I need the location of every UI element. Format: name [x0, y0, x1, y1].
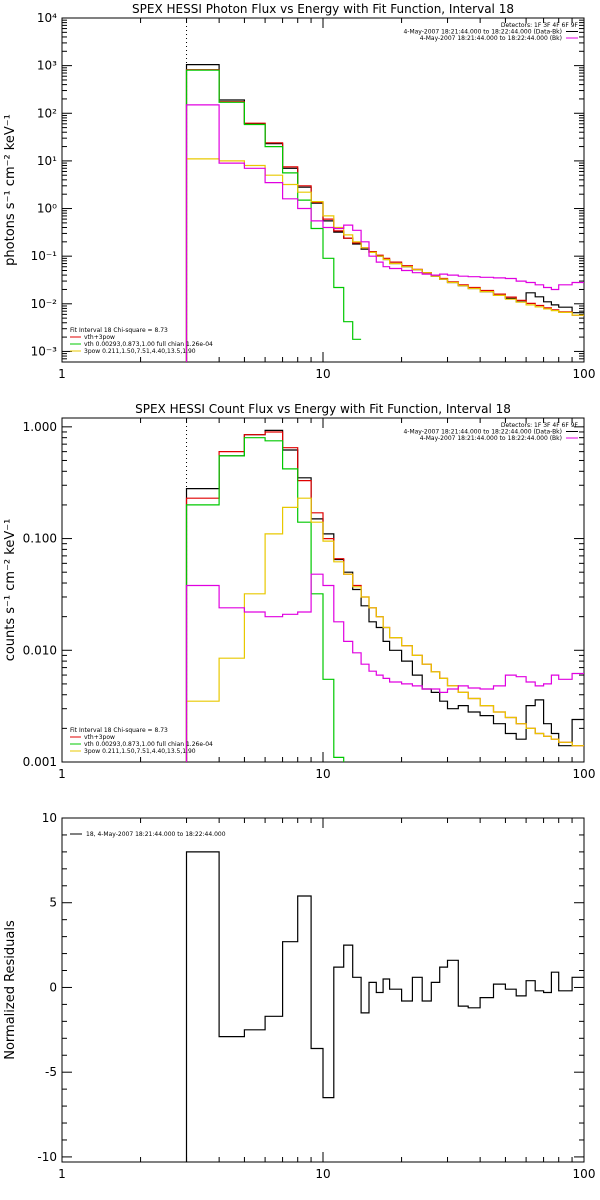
y-tick-label: 5 [49, 896, 57, 910]
x-tick-label: 1 [58, 1167, 66, 1181]
y-tick-label: 0.010 [23, 643, 57, 657]
fit-legend-text: 3pow 0.211,1.50,7.51,4.40,13.5,1.90 [84, 748, 196, 755]
y-tick-label: 10⁻¹ [31, 249, 58, 263]
fit-legend-text: vth 0.00293,0.873,1.00 full chian 1.26e-… [84, 341, 213, 348]
y-tick-label: 10⁻² [31, 297, 58, 311]
y-tick-label: 0.001 [23, 755, 57, 769]
series-line-1 [185, 429, 584, 762]
panel-3: 1 10 100 -10 -5 0 5 10 Normalized Residuals 18, 4… [3, 811, 595, 1181]
x-tick-label: 100 [573, 1167, 596, 1181]
y-tick-label: 10 [42, 811, 57, 825]
x-tick-label: 1 [58, 367, 66, 381]
y-tick-label: -10 [37, 1150, 57, 1164]
legend-text: 4-May-2007 18:21:44.000 to 18:22:44.000 … [403, 29, 562, 36]
series-line-4 [185, 158, 584, 362]
panel-2: SPEX HESSI Count Flux vs Energy with Fit… [3, 402, 595, 781]
panel-1: SPEX HESSI Photon Flux vs Energy with Fi… [3, 2, 595, 381]
fit-legend-text: vth 0.00293,0.873,1.00 full chian 1.26e-… [84, 741, 213, 748]
legend-text: 4-May-2007 18:21:44.000 to 18:22:44.000 … [420, 35, 562, 42]
plot-frame [61, 417, 585, 763]
series-line-2 [185, 69, 584, 362]
y-tick-label: 10² [37, 106, 57, 120]
y-tick-label: 10⁰ [37, 202, 57, 216]
y-tick-label: -5 [45, 1065, 57, 1079]
chart-title: SPEX HESSI Photon Flux vs Energy with Fi… [132, 2, 514, 16]
residual-legend-text: 18, 4-May-2007 18:21:44.000 to 18:22:44.… [86, 831, 226, 838]
series-line-4 [185, 497, 584, 762]
y-axis-label: photons s⁻¹ cm⁻² keV⁻¹ [3, 114, 18, 266]
y-axis-label: Normalized Residuals [3, 920, 18, 1060]
x-tick-label: 10 [315, 1167, 330, 1181]
legend-text: Detectors: 1F 3F 4F 6F 9F [501, 422, 579, 429]
series-line-3 [185, 437, 345, 762]
y-tick-label: 0 [49, 980, 57, 994]
y-tick-label: 10⁴ [37, 11, 57, 25]
y-tick-label: 10⁻³ [31, 344, 58, 358]
y-tick-label: 10¹ [37, 154, 57, 168]
fit-legend-text: vth+3pow [84, 334, 115, 341]
series-line-1 [185, 851, 584, 1162]
series-line-5 [185, 104, 584, 362]
plot-frame [61, 17, 585, 363]
x-tick-label: 1 [58, 767, 66, 781]
series-line-2 [185, 431, 584, 762]
y-tick-label: 1.000 [23, 420, 57, 434]
y-axis-label: counts s⁻¹ cm⁻² keV⁻¹ [3, 519, 18, 662]
fit-legend-text: vth+3pow [84, 734, 115, 741]
x-tick-label: 100 [573, 767, 596, 781]
x-tick-label: 10 [315, 367, 330, 381]
fit-legend-text: Fit Interval 18 Chi-square = 8.73 [70, 327, 168, 334]
y-tick-label: 10³ [37, 59, 57, 73]
y-tick-label: 0.100 [23, 532, 57, 546]
series-line-3 [185, 69, 362, 362]
series-line-1 [185, 63, 584, 362]
series-line-5 [185, 573, 584, 762]
plot-frame [61, 817, 585, 1163]
chart-title: SPEX HESSI Count Flux vs Energy with Fit… [135, 402, 511, 416]
fit-legend-text: 3pow 0.211,1.50,7.51,4.40,13.5,1.90 [84, 348, 196, 355]
legend-text: Detectors: 1F 3F 4F 6F 9F [501, 22, 579, 29]
x-tick-label: 100 [573, 367, 596, 381]
legend-text: 4-May-2007 18:21:44.000 to 18:22:44.000 … [420, 435, 562, 442]
x-tick-label: 10 [315, 767, 330, 781]
fit-legend-text: Fit Interval 18 Chi-square = 8.73 [70, 727, 168, 734]
legend-text: 4-May-2007 18:21:44.000 to 18:22:44.000 … [403, 429, 562, 436]
